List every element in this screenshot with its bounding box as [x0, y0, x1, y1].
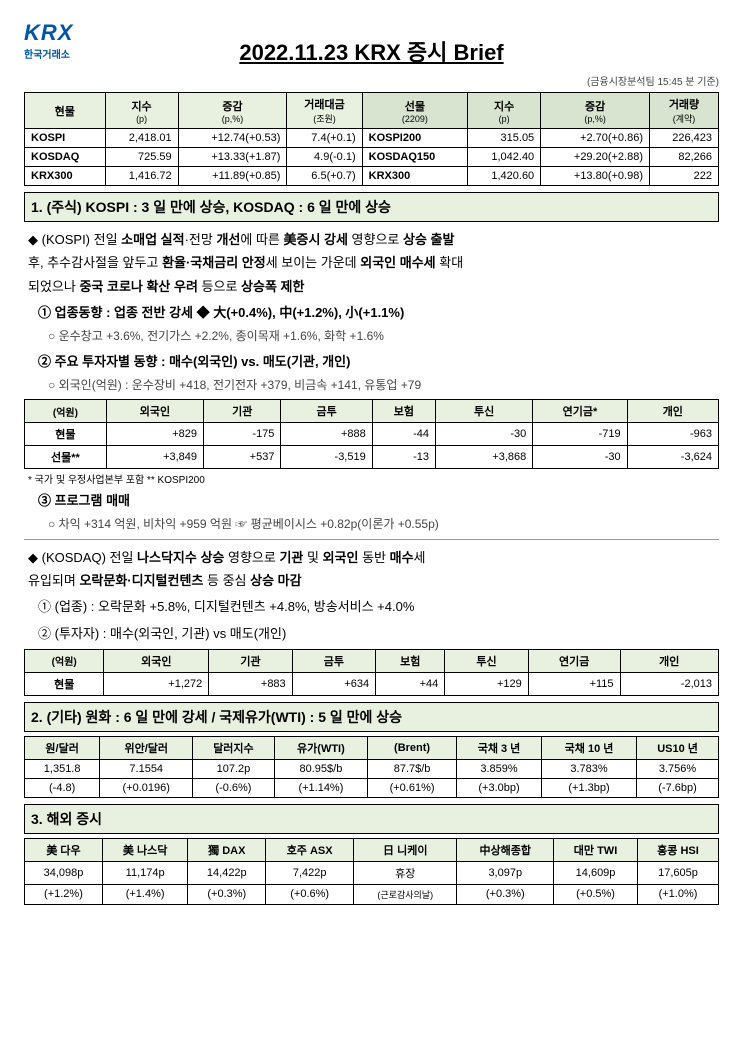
th-unit: (억원) [25, 400, 107, 423]
th-spot-vol: 거래대금(조원) [287, 93, 362, 129]
sector-trend: ① 업종동향 : 업종 전반 강세 ◆ 大(+0.4%), 中(+1.2%), … [38, 302, 715, 324]
table-row: (-4.8) (+0.0196) (-0.6%) (+1.14%) (+0.61… [25, 778, 719, 797]
title-row: 2022.11.23 KRX 증시 Brief [24, 35, 719, 67]
kosdaq-para: ◆ (KOSDAQ) 전일 나스닥지수 상승 영향으로 기관 및 외국인 동반 … [28, 546, 715, 593]
table-row: 선물** +3,849 +537 -3,519 -13 +3,868 -30 -… [25, 446, 719, 469]
table-row: 1,351.8 7.1554 107.2p 80.95$/b 87.7$/b 3… [25, 759, 719, 778]
program-trading: ③ 프로그램 매매 [38, 490, 715, 512]
divider [24, 539, 719, 540]
section2-header: 2. (기타) 원화 : 6 일 만에 강세 / 국제유가(WTI) : 5 일… [24, 702, 719, 732]
th-fut: 선물(2209) [362, 93, 467, 129]
investor-table-footnote: * 국가 및 우정사업본부 포함 ** KOSPI200 [28, 471, 719, 486]
program-trading-detail: ○ 차익 +314 억원, 비차익 +959 억원 ☞ 평균베이시스 +0.82… [48, 514, 719, 534]
table-row: 현물 +1,272 +883 +634 +44 +129 +115 -2,013 [25, 672, 719, 695]
table-row: 34,098p 11,174p 14,422p 7,422p 휴장 3,097p… [25, 861, 719, 884]
fx-commodity-table: 원/달러 위안/달러 달러지수 유가(WTI) (Brent) 국채 3 년 국… [24, 736, 719, 798]
page-title: 2022.11.23 KRX 증시 Brief [239, 35, 503, 67]
kosdaq-investor-table: (억원) 외국인 기관 금투 보험 투신 연기금 개인 현물 +1,272 +8… [24, 649, 719, 696]
top-market-table: 현물 지수(p) 증감(p,%) 거래대금(조원) 선물(2209) 지수(p)… [24, 92, 719, 186]
th-fut-idx: 지수(p) [468, 93, 541, 129]
investor-trend: ② 주요 투자자별 동향 : 매수(외국인) vs. 매도(기관, 개인) [38, 351, 715, 373]
sector-trend-detail: ○ 운수창고 +3.6%, 전기가스 +2.2%, 종이목재 +1.6%, 화학… [48, 326, 719, 346]
kospi-para: ◆ (KOSPI) 전일 소매업 실적·전망 개선에 따른 美증시 강세 영향으… [28, 228, 715, 298]
global-market-table: 美 다우 美 나스닥 獨 DAX 호주 ASX 日 니케이 中상해종합 대만 T… [24, 838, 719, 905]
table-row: 현물 +829 -175 +888 -44 -30 -719 -963 [25, 423, 719, 446]
section1-header: 1. (주식) KOSPI : 3 일 만에 상승, KOSDAQ : 6 일 … [24, 192, 719, 222]
table-row: KOSDAQ 725.59 +13.33(+1.87) 4.9(-0.1) KO… [25, 148, 719, 167]
investor-trend-detail: ○ 외국인(억원) : 운수장비 +418, 전기전자 +379, 비금속 +1… [48, 375, 719, 395]
th-fut-vol: 거래량(계약) [650, 93, 719, 129]
th-spot-chg: 증감(p,%) [178, 93, 287, 129]
kosdaq-sector: ① (업종) : 오락문화 +5.8%, 디지털컨텐츠 +4.8%, 방송서비스… [38, 596, 715, 618]
th-spot-idx: 지수(p) [105, 93, 178, 129]
logo-text: KRX [24, 20, 73, 46]
meta-timestamp: (금융시장분석팀 15:45 분 기준) [24, 73, 719, 88]
table-row: KOSPI 2,418.01 +12.74(+0.53) 7.4(+0.1) K… [25, 129, 719, 148]
kosdaq-investor: ② (투자자) : 매수(외국인, 기관) vs 매도(개인) [38, 623, 715, 645]
th-fut-chg: 증감(p,%) [541, 93, 650, 129]
investor-table: (억원) 외국인 기관 금투 보험 투신 연기금* 개인 현물 +829 -17… [24, 399, 719, 469]
logo-subtext: 한국거래소 [24, 46, 70, 61]
table-row: KRX300 1,416.72 +11.89(+0.85) 6.5(+0.7) … [25, 167, 719, 186]
table-row: (+1.2%) (+1.4%) (+0.3%) (+0.6%) (근로감사의날)… [25, 884, 719, 904]
th-unit: (억원) [25, 649, 104, 672]
section3-header: 3. 해외 증시 [24, 804, 719, 834]
th-spot: 현물 [25, 93, 106, 129]
